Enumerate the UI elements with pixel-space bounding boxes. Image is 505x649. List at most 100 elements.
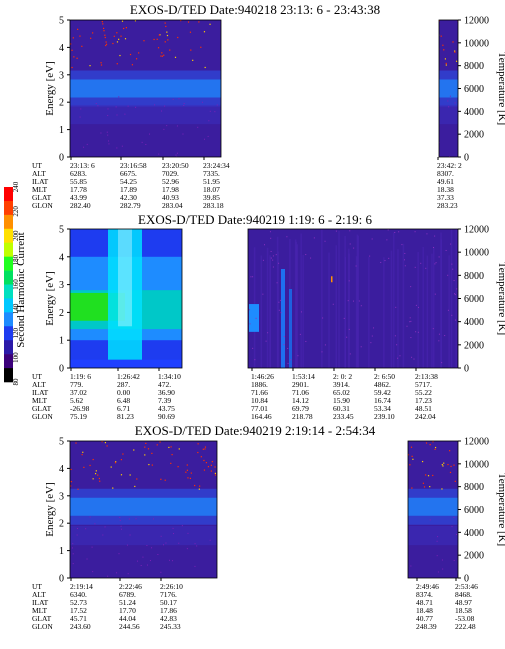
speckle: [95, 470, 97, 472]
y-tick-label: 3: [59, 70, 64, 81]
speckle-low: [72, 563, 74, 565]
table-cell: 2901.: [292, 380, 309, 389]
speckle: [417, 32, 419, 34]
speckle: [249, 323, 251, 325]
speckle-low: [368, 536, 370, 538]
speckle: [290, 30, 293, 32]
speckle: [299, 333, 301, 335]
speckle: [200, 46, 202, 48]
speckle-low: [169, 559, 171, 561]
spectrogram-image: [70, 229, 458, 368]
speckle: [101, 441, 103, 443]
spectrogram-image: [70, 20, 458, 157]
speckle-low: [128, 518, 130, 520]
speckle: [411, 356, 413, 358]
speckle: [189, 477, 191, 480]
stripe: [302, 254, 304, 368]
table-row-label: MLT: [32, 606, 48, 615]
speckle-low: [325, 149, 327, 151]
speckle: [189, 31, 192, 33]
speckle-low: [172, 527, 174, 529]
speckle: [363, 23, 365, 25]
table-cell: 287.: [117, 380, 130, 389]
speckle: [229, 52, 232, 54]
table-cell: 244.56: [119, 622, 140, 631]
speckle-low: [429, 519, 431, 521]
speckle: [316, 454, 319, 456]
speckle: [318, 460, 320, 462]
speckle-low: [209, 539, 211, 541]
speckle: [280, 312, 282, 314]
table-cell: 18.38: [437, 185, 454, 194]
table-cell: 81.23: [117, 412, 134, 421]
stripe: [455, 229, 457, 368]
speckle: [170, 462, 172, 464]
table-cell: 44.04: [119, 614, 136, 623]
speckle: [435, 262, 437, 264]
speckle-low: [71, 547, 73, 549]
table-cell: 48.97: [455, 598, 472, 607]
speckle: [443, 462, 445, 464]
speckle: [185, 471, 187, 473]
speckle: [413, 358, 415, 360]
speckle: [441, 464, 443, 466]
speckle-low: [225, 553, 227, 555]
speckle-low: [332, 152, 334, 154]
flux-spot: [249, 304, 259, 332]
speckle-low: [246, 527, 248, 529]
speckle: [399, 355, 401, 357]
speckle: [226, 448, 229, 451]
speckle: [432, 474, 434, 477]
speckle: [151, 464, 153, 466]
speckle-low: [80, 108, 82, 110]
table-row-label: MLT: [32, 185, 48, 194]
speckle-low: [378, 563, 380, 565]
speckle-low: [377, 96, 379, 98]
y-tick-label: 5: [59, 437, 64, 448]
table-cell: 248.39: [416, 622, 437, 631]
speckle: [160, 55, 162, 57]
speckle-low: [310, 104, 312, 106]
speckle-low: [354, 152, 356, 154]
table-row-label: GLON: [32, 201, 53, 210]
speckle: [272, 255, 274, 257]
speckle-low: [282, 545, 284, 547]
speckle: [83, 466, 85, 468]
colorbar-swatch: [4, 187, 13, 202]
speckle-low: [236, 150, 238, 152]
speckle-low: [97, 105, 99, 107]
table-cell: 5.62: [70, 396, 83, 405]
table-row-label: UT: [32, 372, 42, 381]
speckle: [434, 448, 436, 451]
speckle: [116, 32, 118, 34]
panel-title: EXOS-D/TED Date:940219 2:19:14 - 2:54:34: [135, 423, 376, 438]
table-row-label: GLON: [32, 412, 53, 421]
speckle: [72, 37, 74, 39]
speckle: [249, 309, 251, 311]
y-tick-label: 5: [59, 16, 64, 27]
table-cell: 1:34:10: [158, 372, 181, 381]
table-cell: 18.58: [455, 606, 472, 615]
speckle-low: [157, 554, 159, 556]
speckle-low: [317, 154, 319, 156]
table-cell: 245.33: [160, 622, 181, 631]
speckle-low: [187, 532, 189, 534]
speckle-low: [315, 104, 317, 106]
speckle: [347, 444, 349, 447]
speckle: [361, 57, 363, 59]
speckle: [382, 447, 385, 449]
stripe: [417, 252, 419, 368]
stripe: [328, 252, 330, 368]
speckle: [224, 480, 226, 482]
speckle: [102, 27, 105, 30]
speckle-low: [221, 537, 223, 539]
speckle: [240, 23, 243, 25]
speckle: [203, 469, 206, 471]
speckle-low: [453, 559, 455, 561]
speckle: [248, 44, 250, 46]
speckle: [112, 487, 114, 489]
speckle: [274, 35, 276, 37]
flux-column: [108, 229, 142, 368]
stripe: [393, 232, 395, 368]
speckle: [270, 250, 272, 252]
